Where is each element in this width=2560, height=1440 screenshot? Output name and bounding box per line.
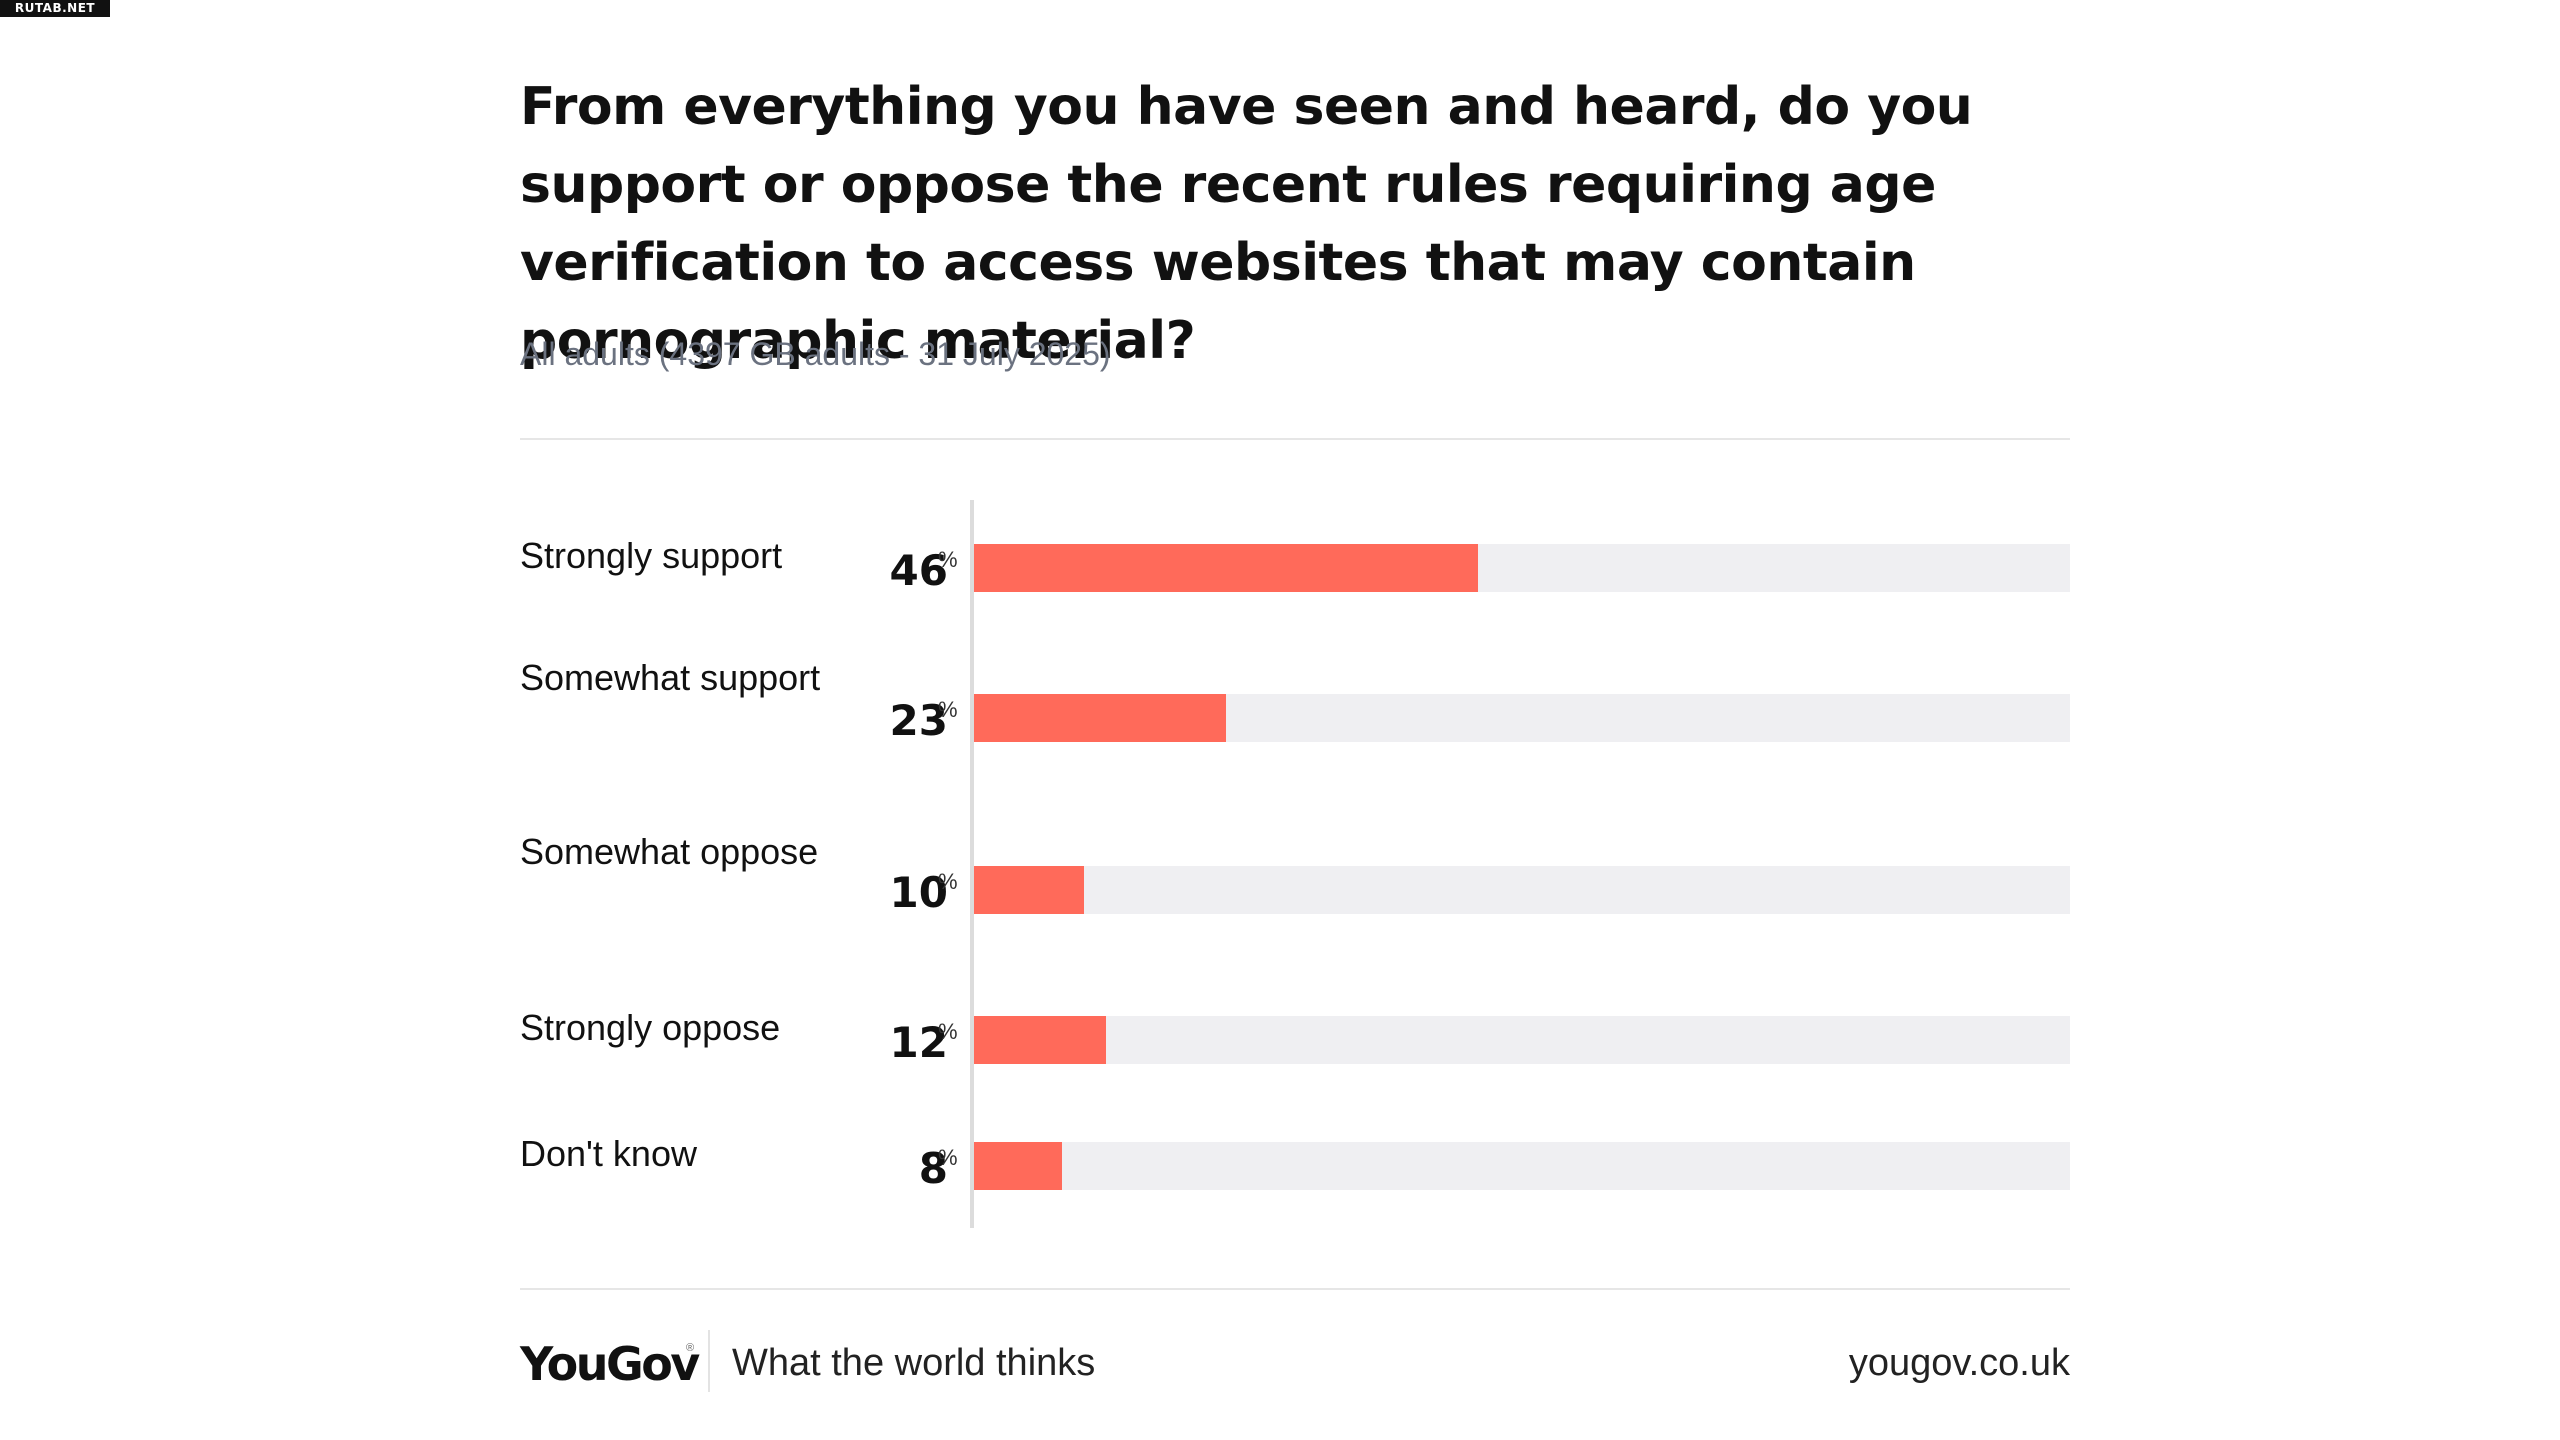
top-divider bbox=[520, 438, 2070, 440]
bottom-divider bbox=[520, 1288, 2070, 1290]
watermark: RUTAB.NET bbox=[0, 0, 110, 17]
category-label-don-t-know: Don't know bbox=[520, 1133, 697, 1174]
percent-sign-somewhat-oppose: % bbox=[938, 869, 958, 894]
website-link[interactable]: yougov.co.uk bbox=[1848, 1342, 2070, 1384]
chart-subtitle: All adults (4397 GB adults - 31 July 202… bbox=[520, 336, 1111, 372]
bar-strongly-support bbox=[974, 544, 1478, 592]
value-label-strongly-support: 46 bbox=[889, 546, 948, 595]
value-label-somewhat-oppose: 10 bbox=[889, 868, 948, 917]
percent-sign-somewhat-support: % bbox=[938, 697, 958, 722]
category-label-strongly-support: Strongly support bbox=[520, 535, 783, 576]
bar-strongly-oppose bbox=[974, 1016, 1106, 1064]
yougov-logo: YouGov bbox=[520, 1337, 700, 1391]
registered-mark: ® bbox=[686, 1342, 695, 1354]
bar-track-strongly-oppose bbox=[974, 1016, 2070, 1064]
value-label-don-t-know: 8 bbox=[918, 1144, 948, 1193]
percent-sign-strongly-support: % bbox=[938, 547, 958, 572]
bar-track-somewhat-oppose bbox=[974, 866, 2070, 914]
category-label-somewhat-support: Somewhat support bbox=[520, 657, 821, 698]
bar-somewhat-oppose bbox=[974, 866, 1084, 914]
percent-sign-don-t-know: % bbox=[938, 1145, 958, 1170]
bar-somewhat-support bbox=[974, 694, 1226, 742]
value-label-somewhat-support: 23 bbox=[889, 696, 948, 745]
bar-track-don-t-know bbox=[974, 1142, 2070, 1190]
value-label-strongly-oppose: 12 bbox=[889, 1018, 948, 1067]
category-label-somewhat-oppose: Somewhat oppose bbox=[520, 831, 819, 872]
bar-chart: Strongly support 46% Somewhat support 23% So… bbox=[520, 500, 2070, 1228]
percent-sign-strongly-oppose: % bbox=[938, 1019, 958, 1044]
category-label-strongly-oppose: Strongly oppose bbox=[520, 1007, 781, 1048]
footer: YouGov ® What the world thinks yougov.co… bbox=[520, 1330, 2070, 1400]
chart-axis-line bbox=[970, 500, 974, 1228]
footer-separator bbox=[708, 1330, 710, 1392]
bar-track-somewhat-support bbox=[974, 694, 2070, 742]
bar-track-strongly-support bbox=[974, 544, 2070, 592]
bar-don-t-know bbox=[974, 1142, 1062, 1190]
chart-title: From everything you have seen and heard,… bbox=[520, 77, 1973, 371]
tagline: What the world thinks bbox=[732, 1342, 1096, 1384]
